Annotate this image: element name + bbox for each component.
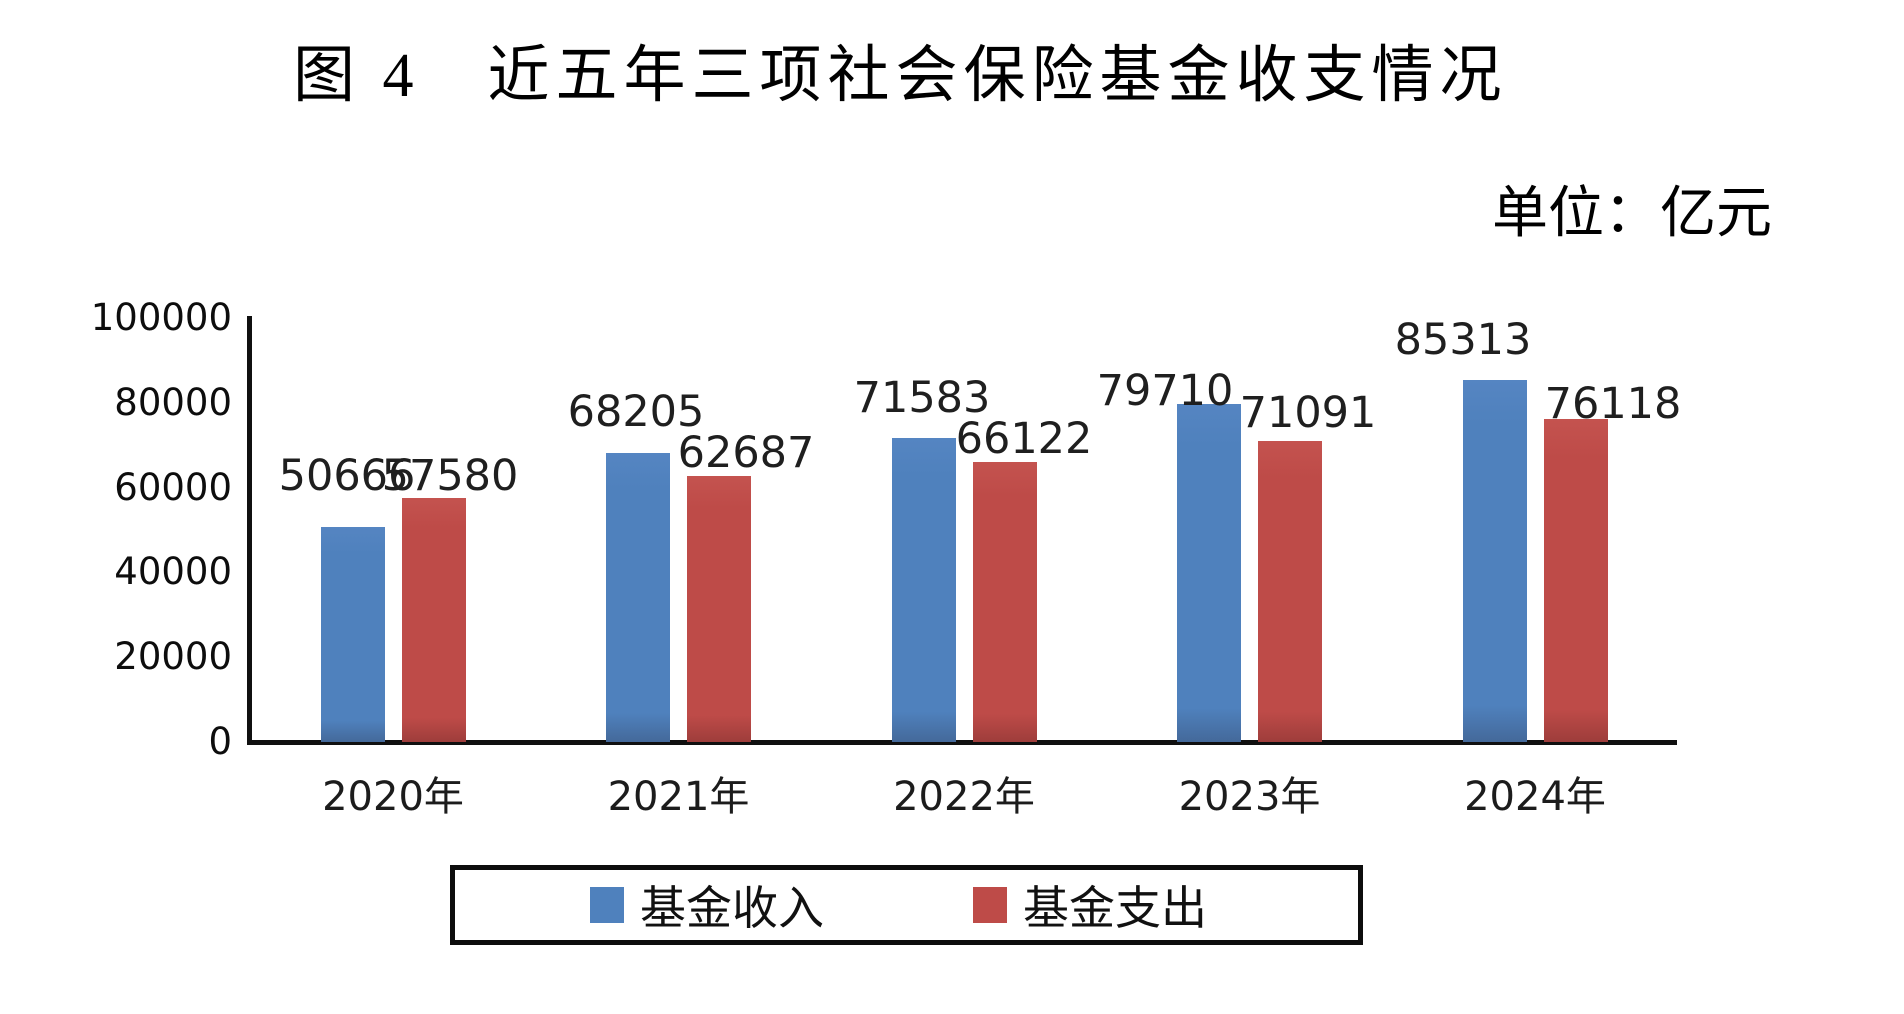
- chart-title: 图 4 近五年三项社会保险基金收支情况: [293, 42, 1508, 110]
- legend-item-expense: 基金支出: [973, 870, 1207, 940]
- y-axis-line: [247, 316, 252, 745]
- bar-income-2020: [320, 527, 385, 742]
- bar-value-label-expense-2022: 66122: [955, 414, 1093, 464]
- bar-value-label-income-2022: 71583: [853, 373, 991, 423]
- bar-value-label-income-2023: 79710: [1096, 366, 1234, 416]
- y-tick-label: 100000: [90, 296, 232, 339]
- income-legend-label: 基金收入: [640, 883, 824, 934]
- bar-expense-2024: [1543, 419, 1608, 742]
- bar-expense-2021: [687, 476, 751, 742]
- legend-item-income: 基金收入: [590, 870, 824, 940]
- bar-value-label-expense-2023: 71091: [1239, 388, 1377, 438]
- x-axis-line: [247, 740, 1677, 745]
- bar-value-label-income-2020: 50666: [278, 451, 416, 501]
- expense-legend-swatch: [973, 887, 1007, 923]
- y-tick-label: 40000: [114, 550, 232, 594]
- bar-expense-2020: [401, 497, 466, 742]
- bar-income-2023: [1177, 404, 1241, 742]
- x-tick-label-2020: 2020年: [322, 774, 464, 820]
- legend: 基金收入 基金支出: [450, 865, 1363, 945]
- bar-expense-2022: [972, 461, 1037, 742]
- bar-income-2021: [606, 452, 670, 742]
- x-tick-label-2024: 2024年: [1464, 774, 1606, 820]
- bar-value-label-income-2024: 85313: [1394, 315, 1532, 365]
- y-tick-label: 0: [208, 720, 232, 763]
- bar-value-label-income-2021: 68205: [567, 387, 705, 437]
- bar-value-label-expense-2024: 76118: [1544, 379, 1682, 429]
- y-tick-label: 80000: [114, 380, 232, 424]
- bar-value-label-expense-2021: 62687: [677, 428, 815, 478]
- y-tick-label: 60000: [114, 465, 232, 509]
- bar-expense-2023: [1258, 440, 1322, 742]
- y-tick-label: 20000: [114, 635, 232, 679]
- unit-label: 单位：亿元: [1492, 183, 1772, 245]
- bar-income-2022: [891, 438, 956, 742]
- expense-legend-label: 基金支出: [1023, 883, 1207, 934]
- x-tick-label-2022: 2022年: [893, 774, 1035, 820]
- income-legend-swatch: [590, 887, 624, 923]
- bar-income-2024: [1462, 380, 1527, 742]
- x-tick-label-2023: 2023年: [1178, 774, 1321, 820]
- bar-value-label-expense-2020: 57580: [381, 451, 519, 501]
- x-tick-label-2021: 2021年: [607, 774, 750, 820]
